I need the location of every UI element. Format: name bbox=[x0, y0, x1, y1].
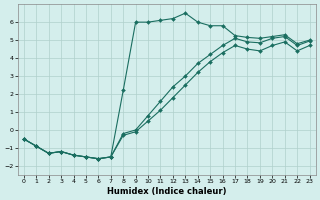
X-axis label: Humidex (Indice chaleur): Humidex (Indice chaleur) bbox=[107, 187, 227, 196]
